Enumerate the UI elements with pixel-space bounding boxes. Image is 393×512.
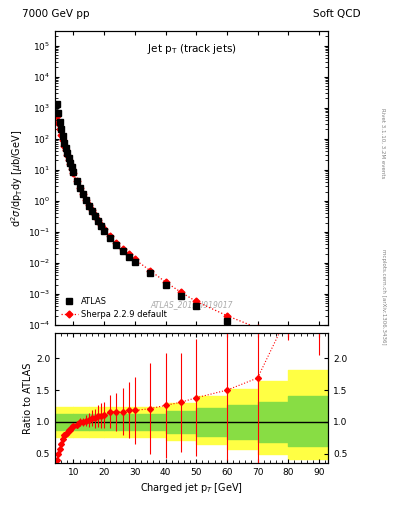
Sherpa 2.2.9 default xyxy=(62,142,66,148)
ATLAS xyxy=(66,155,71,161)
ATLAS xyxy=(63,144,68,151)
ATLAS xyxy=(99,223,103,229)
ATLAS xyxy=(57,119,62,125)
ATLAS xyxy=(255,332,260,338)
Text: ATLAS_2011_I919017: ATLAS_2011_I919017 xyxy=(151,300,233,309)
Sherpa 2.2.9 default xyxy=(148,267,152,273)
Text: mcplots.cern.ch [arXiv:1306.3436]: mcplots.cern.ch [arXiv:1306.3436] xyxy=(381,249,386,345)
Sherpa 2.2.9 default xyxy=(70,165,74,172)
ATLAS xyxy=(71,169,76,175)
ATLAS xyxy=(62,140,66,146)
ATLAS xyxy=(68,160,73,166)
Sherpa 2.2.9 default xyxy=(59,132,64,138)
Sherpa 2.2.9 default xyxy=(80,191,85,197)
Text: 7000 GeV pp: 7000 GeV pp xyxy=(22,9,90,19)
ATLAS xyxy=(178,293,183,299)
ATLAS xyxy=(65,150,70,156)
Line: ATLAS: ATLAS xyxy=(54,101,322,364)
ATLAS xyxy=(194,303,198,309)
ATLAS xyxy=(224,318,229,324)
Sherpa 2.2.9 default xyxy=(255,325,260,331)
Sherpa 2.2.9 default xyxy=(99,222,103,228)
Sherpa 2.2.9 default xyxy=(54,114,59,120)
Sherpa 2.2.9 default xyxy=(63,147,68,154)
Sherpa 2.2.9 default xyxy=(61,137,65,143)
Sherpa 2.2.9 default xyxy=(95,217,100,223)
ATLAS xyxy=(83,197,88,203)
Sherpa 2.2.9 default xyxy=(66,157,71,163)
ATLAS xyxy=(317,358,321,365)
Y-axis label: Ratio to ATLAS: Ratio to ATLAS xyxy=(23,362,33,434)
ATLAS xyxy=(93,213,97,219)
ATLAS xyxy=(59,126,64,133)
Sherpa 2.2.9 default xyxy=(114,240,119,246)
ATLAS xyxy=(126,253,131,260)
ATLAS xyxy=(132,259,137,265)
Line: Sherpa 2.2.9 default: Sherpa 2.2.9 default xyxy=(54,114,321,351)
Sherpa 2.2.9 default xyxy=(83,197,88,203)
ATLAS xyxy=(90,208,94,214)
ATLAS xyxy=(77,185,82,191)
Text: Soft QCD: Soft QCD xyxy=(313,9,361,19)
Sherpa 2.2.9 default xyxy=(65,152,70,158)
ATLAS xyxy=(95,218,100,224)
Sherpa 2.2.9 default xyxy=(57,126,62,133)
ATLAS xyxy=(114,242,119,248)
Sherpa 2.2.9 default xyxy=(286,332,290,338)
ATLAS xyxy=(102,228,107,234)
Y-axis label: d$^2\sigma$/dp$_{\rm T}$dy [$\mu$b/GeV]: d$^2\sigma$/dp$_{\rm T}$dy [$\mu$b/GeV] xyxy=(9,130,25,226)
Sherpa 2.2.9 default xyxy=(90,207,94,214)
ATLAS xyxy=(108,236,113,242)
Sherpa 2.2.9 default xyxy=(178,289,183,295)
Sherpa 2.2.9 default xyxy=(194,298,198,305)
Sherpa 2.2.9 default xyxy=(68,161,73,167)
Sherpa 2.2.9 default xyxy=(224,312,229,318)
Text: Rivet 3.1.10, 3.2M events: Rivet 3.1.10, 3.2M events xyxy=(381,108,386,179)
Text: Jet p$_{\rm T}$ (track jets): Jet p$_{\rm T}$ (track jets) xyxy=(147,42,237,56)
ATLAS xyxy=(286,346,290,352)
ATLAS xyxy=(56,111,61,117)
Sherpa 2.2.9 default xyxy=(77,185,82,191)
ATLAS xyxy=(86,203,91,209)
Sherpa 2.2.9 default xyxy=(132,257,137,263)
Sherpa 2.2.9 default xyxy=(163,279,168,285)
ATLAS xyxy=(74,178,79,184)
Sherpa 2.2.9 default xyxy=(108,233,113,240)
ATLAS xyxy=(70,164,74,170)
ATLAS xyxy=(148,270,152,276)
ATLAS xyxy=(80,191,85,197)
Legend: ATLAS, Sherpa 2.2.9 default: ATLAS, Sherpa 2.2.9 default xyxy=(59,295,168,321)
ATLAS xyxy=(61,133,65,139)
ATLAS xyxy=(120,248,125,254)
Sherpa 2.2.9 default xyxy=(71,170,76,176)
Sherpa 2.2.9 default xyxy=(120,246,125,252)
Sherpa 2.2.9 default xyxy=(126,251,131,258)
Sherpa 2.2.9 default xyxy=(102,226,107,232)
Sherpa 2.2.9 default xyxy=(93,212,97,219)
Sherpa 2.2.9 default xyxy=(317,345,321,351)
X-axis label: Charged jet p$_T$ [GeV]: Charged jet p$_T$ [GeV] xyxy=(140,481,243,496)
Sherpa 2.2.9 default xyxy=(74,178,79,184)
Sherpa 2.2.9 default xyxy=(86,202,91,208)
ATLAS xyxy=(163,282,168,288)
ATLAS xyxy=(54,101,59,107)
Sherpa 2.2.9 default xyxy=(56,120,61,126)
